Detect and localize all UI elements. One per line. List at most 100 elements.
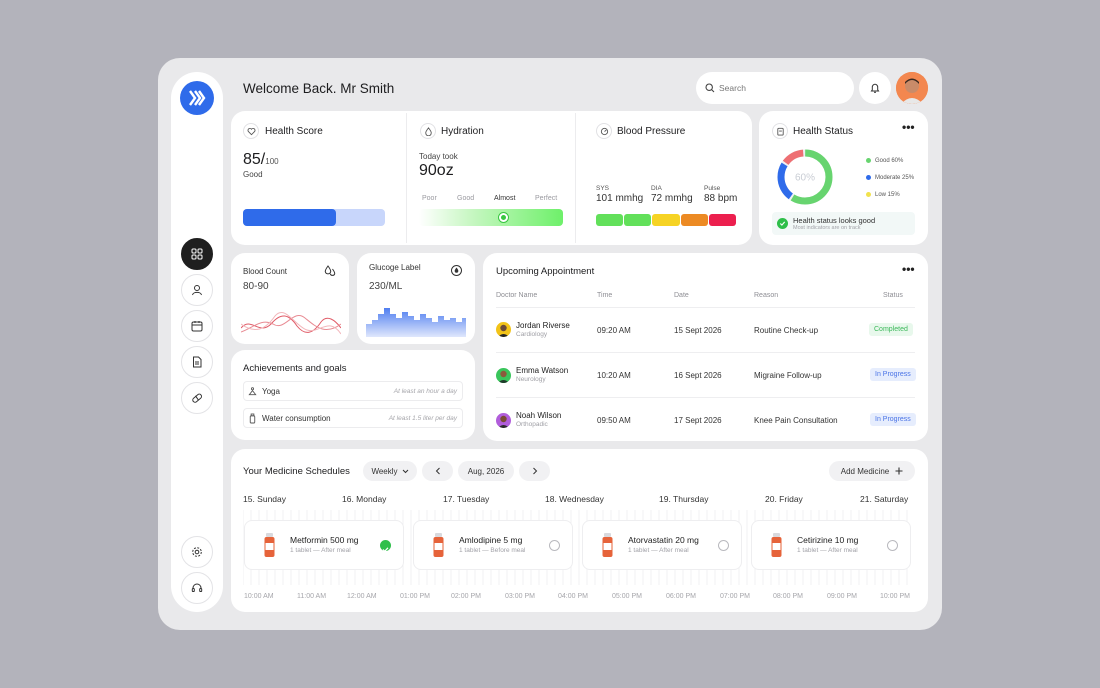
nav-dashboard[interactable]	[181, 238, 213, 270]
message-text: Health status looks good	[793, 216, 876, 225]
add-medicine-label: Add Medicine	[840, 466, 890, 476]
medicine-card[interactable]: Amlodipine 5 mg 1 tablet — Before meal	[413, 520, 573, 570]
nav-medicine[interactable]	[181, 382, 213, 414]
health-score-status: Good	[243, 170, 263, 179]
medicine-title: Your Medicine Schedules	[243, 466, 350, 477]
day-label: 19. Thursday	[659, 494, 709, 504]
day-label: 15. Sunday	[243, 494, 287, 504]
divider	[496, 397, 915, 398]
legend-dot	[866, 192, 871, 197]
calendar-icon	[191, 321, 203, 332]
legend-label: Low 15%	[875, 191, 900, 198]
appointment-reason: Migraine Follow-up	[754, 371, 822, 380]
pulse-value: 88 bpm	[704, 193, 738, 204]
achievements-card	[231, 350, 475, 440]
logo[interactable]	[180, 81, 214, 115]
hydration-scale-almost: Almost	[494, 195, 516, 202]
nav-documents[interactable]	[181, 346, 213, 378]
doctor-name[interactable]: Jordan Riverse	[516, 321, 570, 330]
next-month-button[interactable]	[519, 461, 550, 481]
time-label: 04:00 PM	[558, 593, 588, 600]
doctor-name[interactable]: Noah Wilson	[516, 411, 562, 420]
time-label: 07:00 PM	[720, 593, 750, 600]
divider	[496, 352, 915, 353]
day-label: 17. Tuesday	[443, 494, 490, 504]
nav-profile[interactable]	[181, 274, 213, 306]
donut-percent: 60%	[795, 173, 815, 184]
glucose-title: Glucoge Label	[369, 263, 421, 272]
donut-segment	[777, 149, 833, 205]
time-label: 05:00 PM	[612, 593, 642, 600]
doctor-avatar	[496, 322, 511, 337]
achievements-title: Achievements and goals	[243, 363, 347, 374]
taken-checkbox[interactable]	[549, 540, 560, 551]
time-label: 03:00 PM	[505, 593, 535, 600]
drop-refresh-icon	[451, 265, 462, 276]
pill-icon	[192, 393, 203, 403]
user-icon	[192, 285, 202, 296]
doctor-avatar	[496, 368, 511, 383]
taken-checkbox[interactable]	[380, 540, 391, 553]
legend-label: Moderate 25%	[875, 174, 915, 181]
avatar-image	[896, 72, 928, 104]
health-score-value: 85/100	[243, 151, 279, 169]
pill-bottle-icon	[264, 533, 275, 557]
taken-checkbox[interactable]	[718, 540, 729, 551]
time-label: 10:00 PM	[880, 593, 910, 600]
sys-value: 101 mmhg	[596, 193, 644, 204]
search-box[interactable]: Search	[696, 72, 854, 104]
doctor-specialty: Cardiology	[516, 331, 548, 338]
taken-checkbox[interactable]	[887, 540, 898, 551]
hydration-today-label: Today took	[419, 152, 458, 161]
bp-segment	[652, 214, 680, 226]
legend-item: Low 15%	[866, 186, 914, 203]
blood-count-title: Blood Count	[243, 267, 288, 276]
notification-button[interactable]	[859, 72, 891, 104]
health-status-legend: Good 60% Moderate 25% Low 15%	[866, 152, 914, 203]
legend-label: Good 60%	[875, 157, 904, 164]
sys-label: SYS	[596, 185, 610, 192]
nav-support[interactable]	[181, 572, 213, 604]
status-badge: In Progress	[870, 368, 916, 381]
medicine-card[interactable]: Cetirizine 10 mg 1 tablet — After meal	[751, 520, 911, 570]
glucose-value: 230/ML	[369, 281, 403, 292]
doctor-name[interactable]: Emma Watson	[516, 366, 569, 375]
medicine-name: Amlodipine 5 mg	[459, 535, 523, 545]
appointments-title: Upcoming Appointment	[496, 266, 595, 277]
day-label: 20. Friday	[765, 494, 803, 504]
legend-item: Good 60%	[866, 152, 914, 169]
view-select[interactable]: Weekly	[363, 461, 417, 481]
medicine-card[interactable]: Atorvastatin 20 mg 1 tablet — After meal	[582, 520, 742, 570]
divider	[496, 307, 915, 308]
day-label: 16. Monday	[342, 494, 387, 504]
divider	[575, 113, 576, 243]
day-label: 21. Saturday	[860, 494, 909, 504]
month-label: Aug, 2026	[458, 461, 514, 481]
health-score-progress-fill	[243, 209, 337, 226]
nav-calendar[interactable]	[181, 310, 213, 342]
medicine-card[interactable]: Metformin 500 mg 1 tablet — After meal	[244, 520, 404, 570]
donut-segment	[777, 149, 833, 205]
more-icon[interactable]: •••	[902, 262, 915, 276]
dia-value: 72 mmhg	[651, 193, 693, 204]
pill-bottle-icon	[602, 533, 613, 557]
avatar[interactable]	[896, 72, 928, 104]
nav-settings[interactable]	[181, 536, 213, 568]
blood-count-chart	[241, 312, 341, 335]
doctor-avatar	[496, 413, 511, 428]
col-reason: Reason	[754, 292, 779, 299]
add-medicine-button[interactable]: Add Medicine	[829, 461, 915, 481]
goal-water[interactable]: Water consumption At least 1.5 liter per…	[243, 408, 463, 428]
glucose-chart	[366, 308, 466, 337]
goal-yoga[interactable]: Yoga At least an hour a day	[243, 381, 463, 401]
gear-icon	[192, 547, 202, 557]
legend-dot	[866, 158, 871, 163]
appointment-time: 09:50 AM	[597, 416, 631, 425]
prev-month-button[interactable]	[422, 461, 453, 481]
message-sub: Most indicators are on track	[793, 225, 861, 231]
more-icon[interactable]: •••	[902, 120, 915, 134]
water-bottle-icon	[249, 413, 256, 424]
chevron-right-icon	[532, 467, 537, 475]
status-badge: Completed	[869, 323, 913, 336]
time-label: 02:00 PM	[451, 593, 481, 600]
